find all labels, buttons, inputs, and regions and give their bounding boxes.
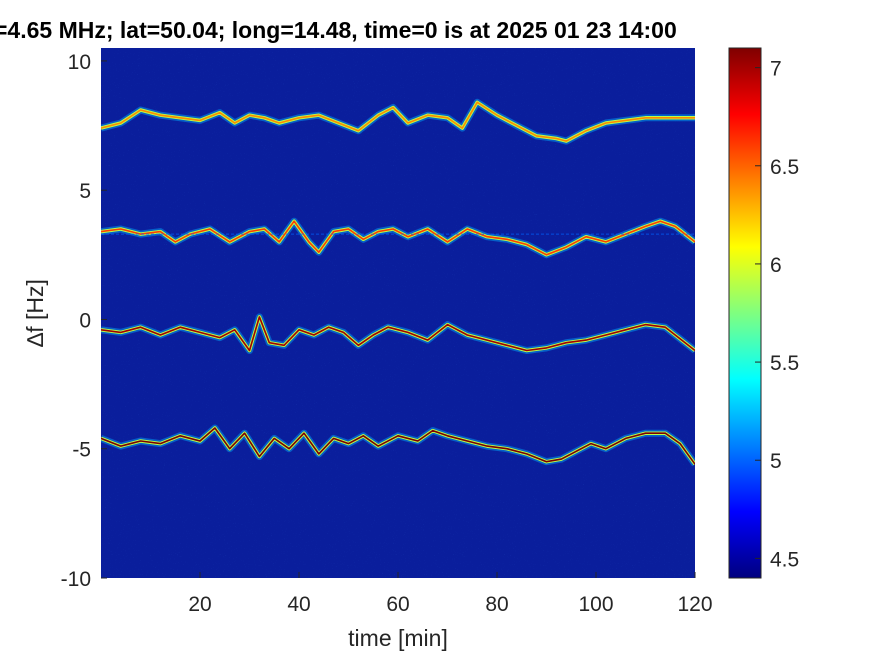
y-tick-label: -10 xyxy=(61,568,91,591)
trace-layer xyxy=(101,98,695,467)
x-tick-label: 100 xyxy=(578,593,613,616)
chart-title: =4.65 MHz; lat=50.04; long=14.48, time=0… xyxy=(0,17,677,43)
colorbar-tick-label: 7 xyxy=(770,58,782,81)
colorbar-tick-label: 6 xyxy=(770,254,782,277)
plot-noise-texture xyxy=(101,48,695,578)
x-tick-label: 120 xyxy=(677,593,712,616)
colorbar-tick-label: 5 xyxy=(770,450,782,473)
y-axis-label: ∆f [Hz] xyxy=(22,279,48,347)
colorbar-tick-label: 6.5 xyxy=(770,156,799,179)
axes-layer: 20 40 60 80 100 120 -10 -5 0 5 10 xyxy=(61,51,713,616)
trace-1-core xyxy=(101,101,695,142)
colorbar-tick-label: 5.5 xyxy=(770,352,799,375)
colorbar-tick-label: 4.5 xyxy=(770,548,799,571)
colorbar xyxy=(728,47,762,579)
y-tick-label: 10 xyxy=(68,51,91,74)
trace-3-core xyxy=(101,316,695,352)
trace-2-core xyxy=(101,220,695,256)
x-tick-label: 40 xyxy=(287,593,310,616)
x-tick-label: 80 xyxy=(485,593,508,616)
y-tick-label: 5 xyxy=(79,180,91,203)
x-tick-label: 60 xyxy=(386,593,409,616)
trace-4-core xyxy=(101,427,695,465)
x-tick-label: 20 xyxy=(188,593,211,616)
y-tick-label: 0 xyxy=(79,309,91,332)
colorbar-ticks: 4.5 5 5.5 6 6.5 7 xyxy=(755,58,799,571)
y-tick-label: -5 xyxy=(72,439,91,462)
x-axis-label: time [min] xyxy=(348,625,448,651)
